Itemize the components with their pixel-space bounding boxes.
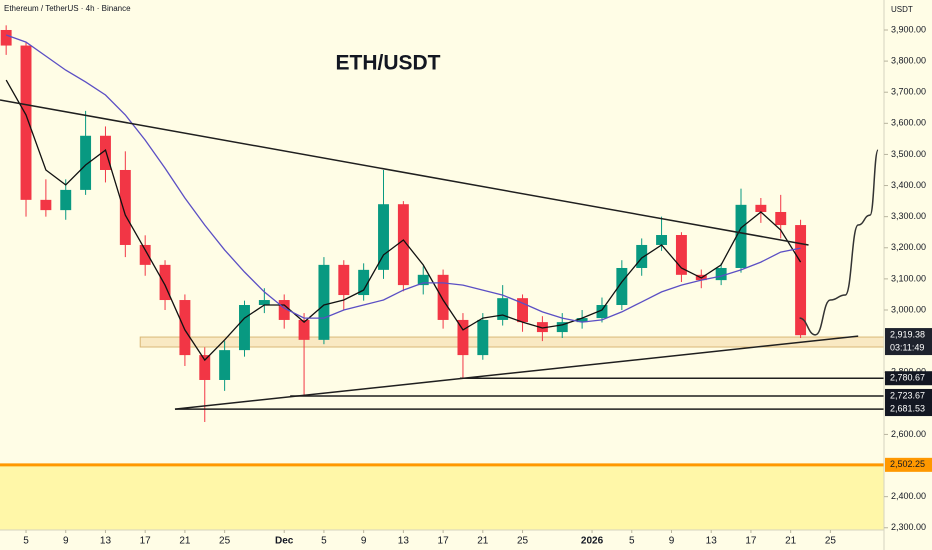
x-tick-label: 5 — [321, 536, 327, 547]
candle-body — [318, 264, 330, 340]
level-label: 2,681.53 — [890, 403, 925, 413]
candle-body — [656, 235, 668, 245]
candle-body — [258, 300, 270, 306]
candle-body — [298, 319, 310, 340]
x-tick-label: 9 — [63, 536, 69, 547]
candle-body — [99, 135, 111, 170]
header: Ethereum / TetherUS · 4h · Binance — [4, 4, 131, 13]
x-tick-label: 25 — [825, 536, 837, 547]
candle-body — [378, 204, 389, 270]
x-tick-label: 17 — [140, 536, 152, 547]
y-tick-label: 3,000.00 — [891, 304, 926, 314]
candle-body — [338, 264, 350, 296]
level-label: 2,723.67 — [890, 390, 925, 400]
x-tick-label: 25 — [517, 536, 529, 547]
x-tick-label: 21 — [179, 536, 191, 547]
candle-body — [795, 225, 807, 336]
candle-body — [159, 264, 171, 301]
support-zone — [0, 464, 884, 530]
y-tick-label: 3,100.00 — [891, 273, 926, 283]
x-tick-label: 17 — [745, 536, 757, 547]
candle-body — [278, 300, 290, 320]
support-label: 2,502.25 — [890, 459, 925, 469]
y-tick-label: 2,300.00 — [891, 522, 926, 532]
x-tick-label: 13 — [100, 536, 112, 547]
candle-body — [636, 244, 648, 268]
candle-body — [477, 319, 489, 356]
candle-body — [417, 274, 429, 286]
x-tick-label: 5 — [629, 536, 635, 547]
candle-body — [457, 319, 469, 356]
price-zone — [139, 336, 884, 348]
y-tick-label: 3,600.00 — [891, 118, 926, 128]
candle-body — [80, 135, 92, 190]
y-tick-label: 3,800.00 — [891, 55, 926, 65]
x-tick-label: Dec — [275, 536, 294, 547]
x-tick-label: 17 — [438, 536, 450, 547]
candle-body — [536, 322, 548, 333]
trendline — [174, 335, 859, 410]
y-tick-label: 3,700.00 — [891, 87, 926, 97]
level-label-box — [885, 371, 932, 386]
x-tick-label: 9 — [669, 536, 675, 547]
candle-body — [616, 267, 628, 306]
chart-title: ETH/USDT — [336, 52, 441, 75]
countdown-box — [885, 341, 932, 356]
last-price-label: 2,919.38 — [890, 329, 925, 339]
candle-body — [517, 298, 528, 323]
plot-area — [0, 25, 884, 530]
y-tick-label: 2,400.00 — [891, 491, 926, 501]
level-label: 2,780.67 — [890, 373, 925, 383]
trendline — [0, 99, 809, 246]
y-tick-label: 3,500.00 — [891, 149, 926, 159]
y-tick-label: 3,200.00 — [891, 242, 926, 252]
currency: USDT — [891, 5, 913, 14]
candle-body — [775, 211, 787, 226]
candle-body — [0, 29, 12, 46]
last-price-label-box — [885, 328, 932, 343]
candle-body — [397, 204, 409, 286]
candle-body — [358, 269, 370, 296]
candle-body — [715, 267, 727, 281]
projection — [799, 149, 879, 336]
candle-body — [239, 305, 250, 351]
candle-body — [60, 189, 72, 211]
x-tick-label: 13 — [706, 536, 718, 547]
candle-body — [139, 244, 151, 265]
candle-body — [119, 169, 131, 245]
candle-body — [596, 305, 608, 319]
candle-body — [556, 322, 568, 333]
candle-body — [20, 45, 32, 200]
candle-body — [755, 204, 767, 212]
candle-body — [735, 204, 747, 268]
x-tick-label: 5 — [23, 536, 29, 547]
candle-body — [179, 300, 191, 356]
x-tick-label: 21 — [477, 536, 489, 547]
candle-body — [40, 199, 52, 211]
candle-body — [219, 350, 231, 380]
x-tick-label: 25 — [219, 536, 231, 547]
y-tick-label: 3,900.00 — [891, 24, 926, 34]
level-label-box — [885, 402, 932, 417]
x-tick-label: 13 — [398, 536, 410, 547]
candle-body — [675, 235, 687, 275]
y-tick-label: 2,600.00 — [891, 429, 926, 439]
x-tick-label: 21 — [785, 536, 797, 547]
candle-body — [199, 355, 211, 380]
countdown: 03:11:49 — [890, 342, 924, 352]
x-tick-label: 2026 — [581, 536, 604, 547]
moving-average — [5, 79, 802, 362]
y-tick-label: 3,300.00 — [891, 211, 926, 221]
candle-body — [497, 298, 509, 320]
moving-average — [5, 34, 801, 323]
y-tick-label: 3,400.00 — [891, 180, 926, 190]
candle-body — [437, 274, 449, 320]
support-label-box — [885, 457, 932, 472]
candle-body — [576, 318, 588, 323]
level-label-box — [885, 388, 932, 403]
x-tick-label: 9 — [361, 536, 367, 547]
